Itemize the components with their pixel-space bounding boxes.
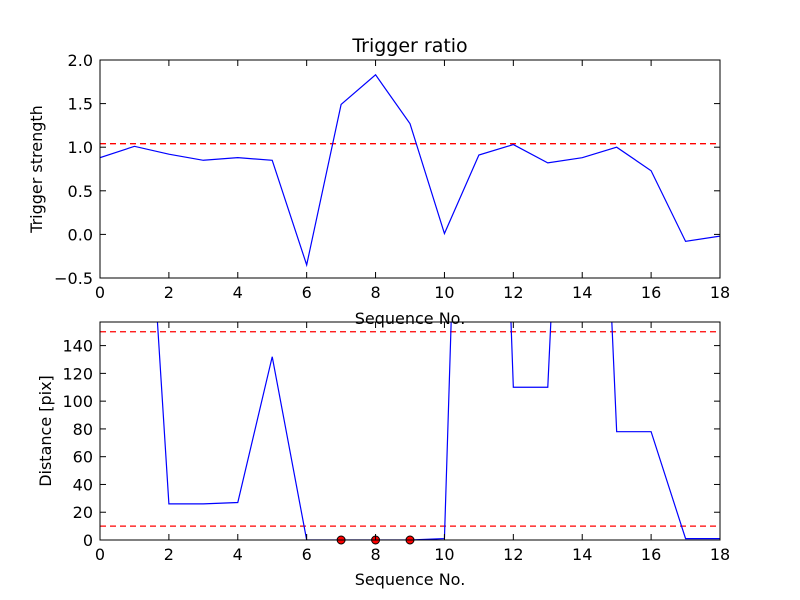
x-axis-label: Sequence No. <box>355 309 466 328</box>
x-tick-label: 6 <box>302 545 312 564</box>
x-tick-label: 18 <box>710 545 730 564</box>
x-tick-label: 12 <box>503 545 523 564</box>
plot-area: 0 2 4 6 8 10 12 14 16 18 0 20 40 60 80 100 120 140 <box>62 321 730 564</box>
y-tick-label: 1.0 <box>68 138 93 157</box>
y-tick-label: 0.0 <box>68 225 93 244</box>
y-tick-label: 0 <box>83 531 93 550</box>
y-tick-label: 2.0 <box>68 51 93 70</box>
y-tick-label: 1.5 <box>68 95 93 114</box>
chart-distance: Sequence No. Distance [pix] 0 2 4 6 8 10 12 14 1… <box>36 321 730 589</box>
y-tick-label: 140 <box>62 337 93 356</box>
x-tick-label: 10 <box>434 545 454 564</box>
x-tick-label: 4 <box>233 545 243 564</box>
x-tick-label: 6 <box>302 283 312 302</box>
x-tick-label: 16 <box>641 283 661 302</box>
x-tick-label: 14 <box>572 545 592 564</box>
y-axis-label: Distance [pix] <box>36 375 55 487</box>
x-tick-label: 16 <box>641 545 661 564</box>
y-tick-label: 120 <box>62 364 93 383</box>
y-tick-label: −0.5 <box>54 269 93 288</box>
x-tick-label: 12 <box>503 283 523 302</box>
x-tick-label: 8 <box>370 545 380 564</box>
y-tick-label: 60 <box>73 448 93 467</box>
x-tick-label: 14 <box>572 283 592 302</box>
x-tick-label: 4 <box>233 283 243 302</box>
y-tick-label: 0.5 <box>68 182 93 201</box>
x-tick-label: 0 <box>95 545 105 564</box>
y-tick-label: 40 <box>73 475 93 494</box>
series-line <box>156 322 720 540</box>
x-tick-label: 8 <box>370 283 380 302</box>
y-tick-label: 100 <box>62 392 93 411</box>
y-axis-label: Trigger strength <box>27 105 46 234</box>
x-tick-label: 2 <box>164 545 174 564</box>
y-tick-label: 20 <box>73 503 93 522</box>
x-tick-label: 10 <box>434 283 454 302</box>
x-axis-label: Sequence No. <box>355 570 466 589</box>
x-tick-label: 2 <box>164 283 174 302</box>
axes-frame <box>99 59 721 279</box>
chart-trigger-ratio: Trigger ratio Sequence No. Trigger stren… <box>27 35 730 328</box>
chart-title: Trigger ratio <box>351 35 467 57</box>
series-line <box>100 73 720 268</box>
y-tick-label: 80 <box>73 420 93 439</box>
x-tick-label: 18 <box>710 283 730 302</box>
x-tick-label: 0 <box>95 283 105 302</box>
axes-frame <box>99 321 721 541</box>
plot-area: 0 2 4 6 8 10 12 14 16 18 −0.5 0.0 0.5 1.0 1.5 2.0 <box>54 51 730 302</box>
